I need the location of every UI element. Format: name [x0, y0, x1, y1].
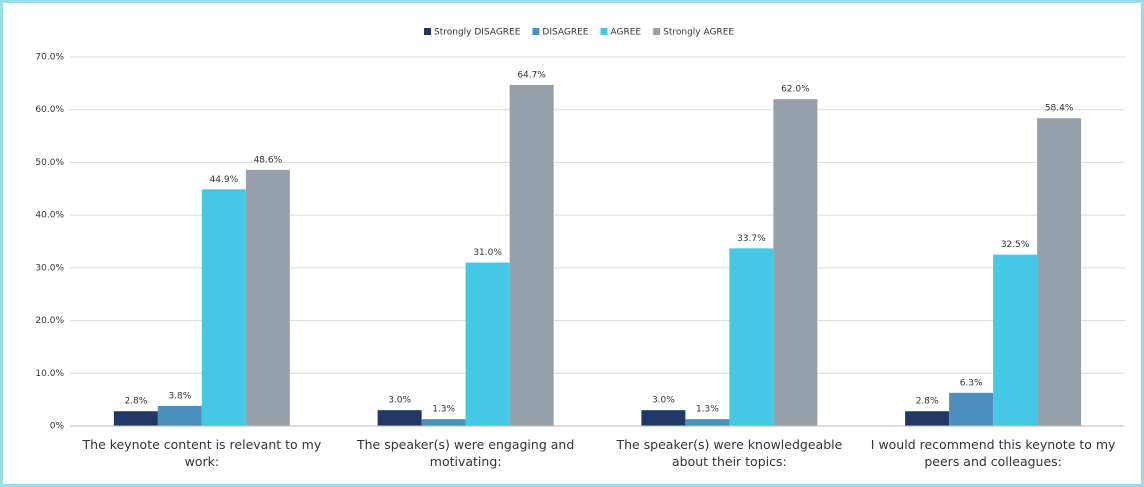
legend-swatch — [532, 28, 540, 35]
legend-swatch — [424, 28, 431, 35]
x-tick-label: The speaker(s) were knowledgeable about … — [616, 437, 843, 469]
y-tick-label: 70.0% — [35, 53, 64, 63]
value-label: 58.4% — [1045, 104, 1074, 114]
bar — [157, 405, 202, 426]
value-label: 1.3% — [432, 405, 455, 415]
legend-label: DISAGREE — [542, 28, 588, 38]
value-label: 31.0% — [473, 248, 502, 258]
bar — [1037, 118, 1082, 427]
legend-swatch — [600, 28, 608, 35]
y-tick-label: 10.0% — [35, 369, 64, 379]
value-label: 62.0% — [781, 85, 810, 95]
value-label: 48.6% — [254, 155, 283, 165]
bar — [113, 411, 158, 426]
value-label: 32.5% — [1001, 240, 1030, 250]
bar — [421, 419, 466, 426]
value-label: 64.7% — [517, 70, 546, 80]
bar — [729, 248, 774, 426]
bar — [201, 189, 246, 426]
bar — [993, 254, 1038, 426]
bar — [377, 410, 422, 426]
bar — [773, 99, 818, 427]
value-label: 33.7% — [737, 234, 766, 244]
y-tick-label: 60.0% — [35, 105, 64, 115]
bar — [949, 392, 994, 426]
legend-label: Strongly AGREE — [663, 28, 734, 38]
legend-label: AGREE — [611, 28, 642, 38]
value-label: 3.8% — [168, 391, 191, 401]
bar — [685, 419, 730, 426]
value-label: 3.0% — [652, 396, 675, 406]
y-tick-label: 40.0% — [35, 211, 64, 221]
bar — [245, 169, 290, 426]
y-tick-label: 20.0% — [35, 316, 64, 326]
bar — [509, 84, 554, 426]
y-tick-label: 30.0% — [35, 263, 64, 273]
bar — [905, 411, 950, 426]
bar — [465, 262, 510, 426]
value-label: 1.3% — [696, 405, 719, 415]
y-tick-label: 50.0% — [35, 158, 64, 168]
legend-swatch — [653, 28, 661, 35]
value-label: 2.8% — [916, 397, 939, 407]
legend-label: Strongly DISAGREE — [434, 28, 521, 38]
value-label: 6.3% — [960, 378, 983, 388]
value-label: 3.0% — [388, 396, 411, 406]
x-tick-label: The speaker(s) were engaging and motivat… — [356, 437, 575, 469]
x-tick-label: The keynote content is relevant to my wo… — [82, 437, 322, 469]
value-label: 2.8% — [124, 397, 147, 407]
y-tick-label: 0% — [50, 422, 65, 432]
bar — [641, 410, 686, 426]
value-label: 44.9% — [210, 175, 239, 185]
x-tick-label: I would recommend this keynote to my pee… — [870, 437, 1116, 469]
